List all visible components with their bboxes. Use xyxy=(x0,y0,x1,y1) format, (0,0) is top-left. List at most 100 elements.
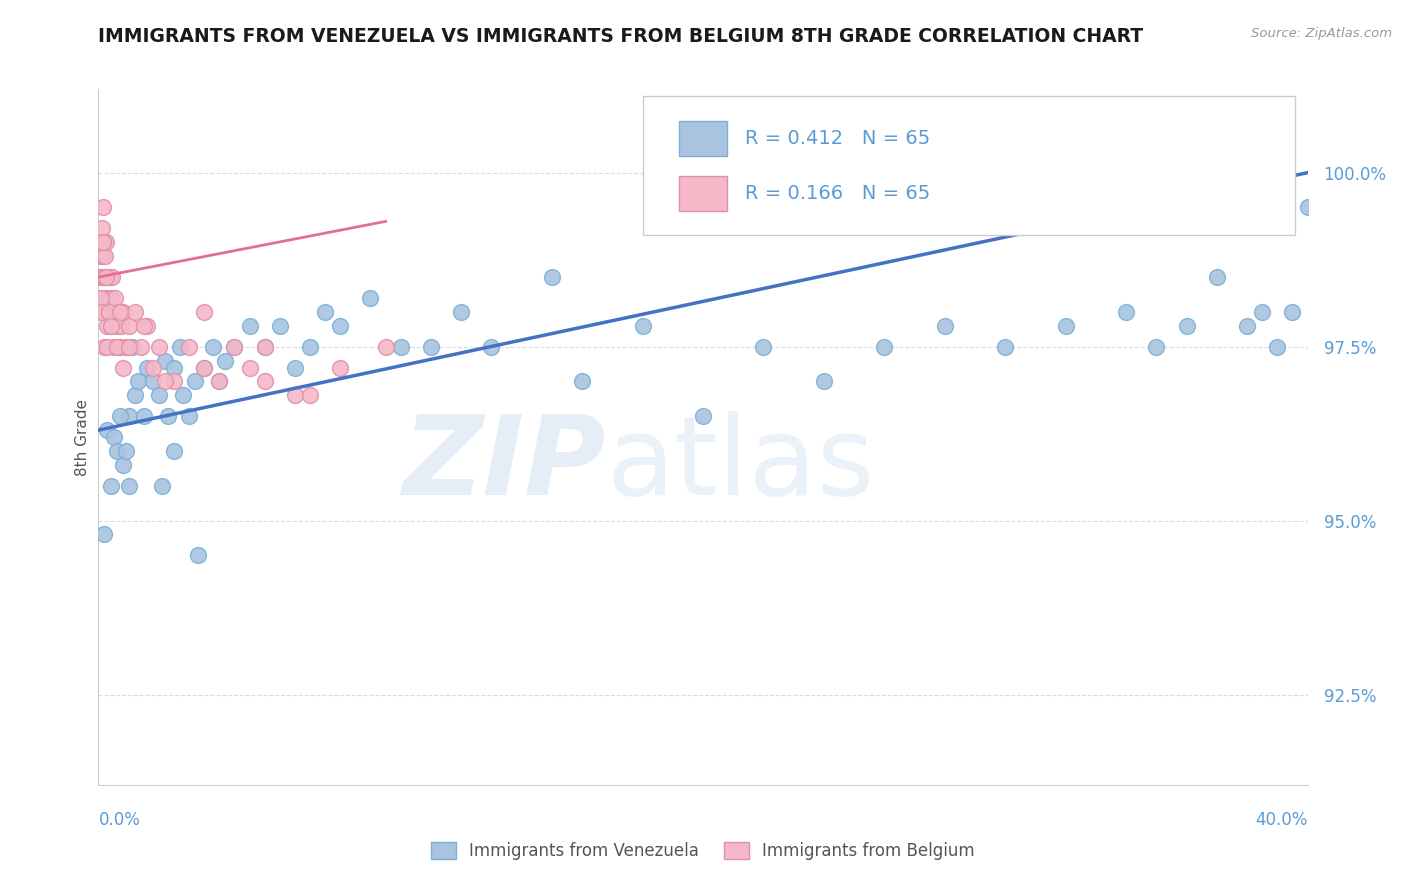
Point xyxy=(208,375,231,389)
Point xyxy=(224,340,246,354)
Point xyxy=(1236,318,1258,333)
Point xyxy=(873,340,896,354)
Point xyxy=(150,479,173,493)
Text: Source: ZipAtlas.com: Source: ZipAtlas.com xyxy=(1251,27,1392,40)
Point xyxy=(284,360,307,375)
Point xyxy=(1115,305,1137,319)
Point xyxy=(1296,201,1319,215)
Point xyxy=(90,291,112,305)
Point xyxy=(132,409,155,424)
Point xyxy=(153,375,176,389)
Point xyxy=(108,305,131,319)
Point xyxy=(299,340,322,354)
Point xyxy=(329,360,352,375)
Point xyxy=(239,360,262,375)
Point xyxy=(752,340,775,354)
Point xyxy=(135,360,157,375)
Bar xyxy=(679,120,727,155)
Point xyxy=(110,318,132,333)
Point xyxy=(100,291,122,305)
Legend: Immigrants from Venezuela, Immigrants from Belgium: Immigrants from Venezuela, Immigrants fr… xyxy=(425,836,981,867)
Point xyxy=(631,318,654,333)
Point xyxy=(94,235,117,250)
Y-axis label: 8th Grade: 8th Grade xyxy=(75,399,90,475)
Point xyxy=(389,340,412,354)
Point xyxy=(103,305,125,319)
Point xyxy=(93,305,115,319)
Point xyxy=(118,479,141,493)
Point xyxy=(163,375,186,389)
Point xyxy=(89,270,111,285)
Point xyxy=(284,388,307,402)
Point xyxy=(90,235,112,250)
Point xyxy=(450,305,472,319)
Point xyxy=(91,249,114,263)
Point xyxy=(314,305,336,319)
Point xyxy=(100,479,122,493)
Text: 0.0%: 0.0% xyxy=(98,811,141,829)
Point xyxy=(156,409,179,424)
Point xyxy=(96,318,118,333)
Point xyxy=(105,444,128,458)
Text: atlas: atlas xyxy=(606,411,875,518)
Point xyxy=(540,270,562,285)
Point xyxy=(1312,179,1334,194)
Point xyxy=(142,360,165,375)
Point xyxy=(91,270,114,285)
Point xyxy=(1267,340,1289,354)
Point xyxy=(148,340,170,354)
Point xyxy=(90,305,112,319)
Point xyxy=(142,375,165,389)
Point xyxy=(103,430,125,444)
Point xyxy=(107,305,129,319)
Point xyxy=(1281,305,1303,319)
Point xyxy=(1327,166,1350,180)
Point xyxy=(420,340,443,354)
Point xyxy=(121,340,143,354)
Point xyxy=(124,388,146,402)
Point xyxy=(481,340,503,354)
Point xyxy=(100,318,122,333)
Point xyxy=(98,305,121,319)
Point xyxy=(103,340,125,354)
Point xyxy=(148,388,170,402)
Point xyxy=(934,318,956,333)
Point xyxy=(94,291,117,305)
Text: ZIP: ZIP xyxy=(402,411,606,518)
Point xyxy=(571,375,593,389)
Point xyxy=(94,249,117,263)
Point xyxy=(269,318,291,333)
Point xyxy=(360,291,382,305)
Point xyxy=(94,270,117,285)
Point xyxy=(118,340,141,354)
Point xyxy=(118,318,141,333)
Point xyxy=(105,318,128,333)
Point xyxy=(135,318,157,333)
Point xyxy=(163,360,186,375)
Point xyxy=(214,353,236,368)
Point xyxy=(187,549,209,563)
Point xyxy=(93,235,115,250)
Point xyxy=(97,291,120,305)
Point xyxy=(253,375,276,389)
Point xyxy=(193,360,215,375)
Point xyxy=(184,375,207,389)
Point xyxy=(239,318,262,333)
Point xyxy=(111,360,134,375)
Point xyxy=(169,340,191,354)
Point xyxy=(94,270,117,285)
Point xyxy=(91,221,114,235)
Text: 40.0%: 40.0% xyxy=(1256,811,1308,829)
Point xyxy=(98,305,121,319)
Point xyxy=(127,375,149,389)
Text: R = 0.412   N = 65: R = 0.412 N = 65 xyxy=(745,128,931,148)
Point xyxy=(1206,270,1229,285)
Point xyxy=(108,409,131,424)
Point xyxy=(124,305,146,319)
Point xyxy=(994,340,1017,354)
FancyBboxPatch shape xyxy=(643,96,1295,235)
Point xyxy=(105,340,128,354)
Point xyxy=(91,235,114,250)
Point xyxy=(108,340,131,354)
Point xyxy=(118,409,141,424)
